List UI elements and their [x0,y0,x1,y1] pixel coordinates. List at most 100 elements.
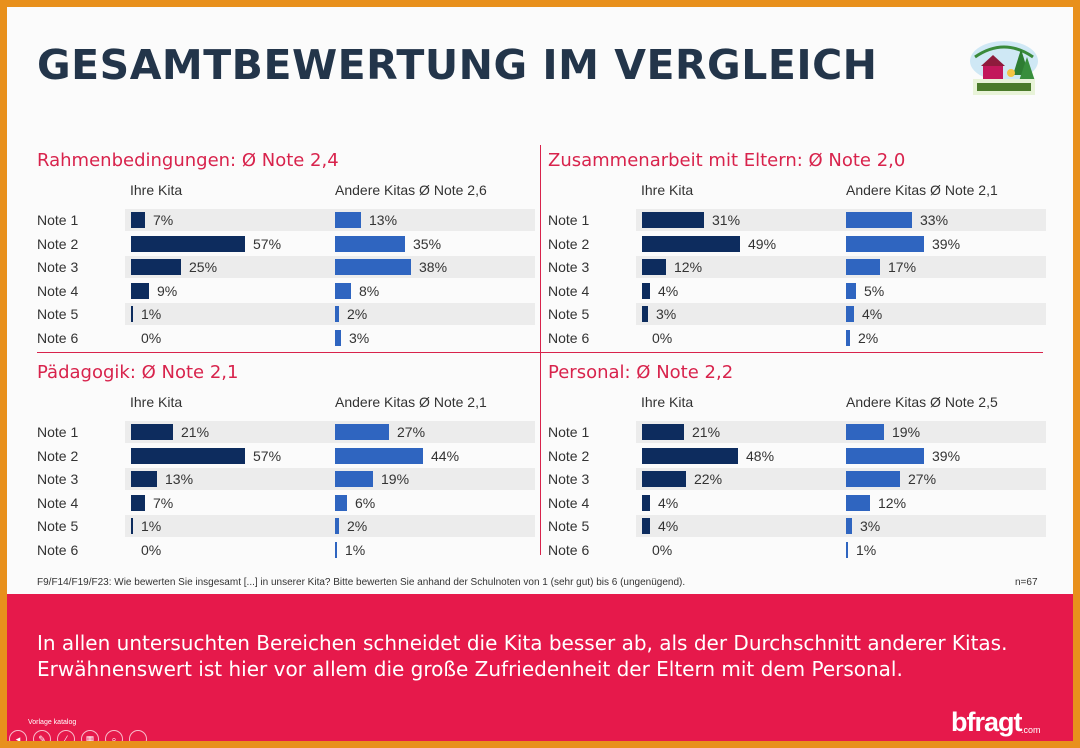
data-label: 1% [141,306,162,322]
category-label: Note 1 [548,424,590,440]
data-label: 48% [746,447,775,464]
panel-personal: Personal: Ø Note 2,2 Ihre Kita Andere Kita… [548,362,1048,574]
bar-andere-kitas [335,329,341,346]
row-stripe [125,468,535,490]
row-stripe [125,515,535,537]
data-label: 7% [153,494,174,511]
pointer-icon[interactable]: ⁄ [57,730,75,741]
category-label: Note 2 [37,235,79,252]
presenter-toolbar: ◂ ✎ ⁄ ▦ ⌕ … [9,730,147,741]
bar-andere-kitas [846,259,880,275]
series-header: Ihre Kita [641,394,694,410]
data-label: 9% [157,282,178,299]
series-header: Andere Kitas Ø Note 2,6 [335,182,487,198]
chart-row: Note 5 1% 2% [37,303,537,325]
bar-andere-kitas [846,329,850,346]
chart-row: Note 6 0% 3% [37,327,537,349]
bar-andere-kitas [846,447,924,464]
bar-ihre-kita [131,494,145,511]
row-stripe [636,515,1046,537]
row-stripe [125,256,535,278]
chart-row: Note 5 3% 4% [548,303,1048,325]
chart-row: Note 4 4% 5% [548,280,1048,302]
data-label: 27% [397,424,426,440]
bar-ihre-kita [131,471,157,487]
more-icon[interactable]: … [129,730,147,741]
slide: GESAMTBEWERTUNG IM VERGLEICH Rahmenbedin… [7,7,1073,741]
data-label: 1% [141,518,162,534]
chart-title: Pädagogik: Ø Note 2,1 [37,362,239,383]
category-label: Note 4 [548,282,590,299]
data-label: 13% [165,471,194,487]
category-label: Note 3 [548,471,590,487]
data-label: 44% [431,447,460,464]
bar-ihre-kita [131,424,173,440]
brand-logo: bfragt [951,707,1022,737]
bar-andere-kitas [335,518,339,534]
data-label: 0% [141,541,162,558]
chart-title: Personal: Ø Note 2,2 [548,362,734,383]
pen-icon[interactable]: ✎ [33,730,51,741]
data-label: 19% [381,471,410,487]
bar-andere-kitas [846,282,856,299]
row-stripe [125,209,535,231]
data-label: 49% [748,235,777,252]
data-label: 3% [860,518,881,534]
category-label: Note 5 [37,518,79,534]
zoom-icon[interactable]: ⌕ [105,730,123,741]
data-label: 1% [856,541,877,558]
page-title: GESAMTBEWERTUNG IM VERGLEICH [37,41,878,89]
bar-ihre-kita [642,518,650,534]
bar-ihre-kita [642,259,666,275]
data-label: 39% [932,235,961,252]
category-label: Note 3 [37,259,79,275]
data-label: 8% [359,282,380,299]
series-header: Andere Kitas Ø Note 2,1 [335,394,487,410]
divider-vertical [540,145,541,555]
row-stripe [125,303,535,325]
data-label: 21% [692,424,721,440]
bar-ihre-kita [131,447,245,464]
row-stripe [125,421,535,443]
data-label: 4% [658,494,679,511]
slides-icon[interactable]: ▦ [81,730,99,741]
data-label: 13% [369,212,398,228]
chart-row: Note 2 48% 39% [548,445,1048,467]
chart-row: Note 2 57% 44% [37,445,537,467]
bar-andere-kitas [846,471,900,487]
footnote: F9/F14/F19/F23: Wie bewerten Sie insgesa… [37,577,686,588]
category-label: Note 5 [548,306,590,322]
chart-row: Note 6 0% 1% [37,539,537,561]
series-header: Andere Kitas Ø Note 2,5 [846,394,998,410]
bar-andere-kitas [335,235,405,252]
row-stripe [636,209,1046,231]
data-label: 4% [658,518,679,534]
chart-title: Rahmenbedingungen: Ø Note 2,4 [37,150,339,171]
data-label: 4% [862,306,883,322]
data-label: 21% [181,424,210,440]
chart-row: Note 3 12% 17% [548,256,1048,278]
panel-rahmenbedingungen: Rahmenbedingungen: Ø Note 2,4 Ihre Kita An… [37,150,537,362]
divider-horizontal [37,352,1043,353]
bar-andere-kitas [335,282,351,299]
previous-icon[interactable]: ◂ [9,730,27,741]
data-label: 2% [347,518,368,534]
data-label: 0% [652,329,673,346]
bar-ihre-kita [131,306,133,322]
row-stripe [636,256,1046,278]
chart-row: Note 6 0% 2% [548,327,1048,349]
bar-andere-kitas [335,541,337,558]
bar-andere-kitas [335,471,373,487]
data-label: 31% [712,212,741,228]
conclusion-banner: In allen untersuchten Bereichen schneide… [7,594,1073,741]
data-label: 12% [674,259,703,275]
series-header: Ihre Kita [130,394,183,410]
category-label: Note 2 [548,235,590,252]
brand-logo-suffix: .com [1021,725,1041,735]
chart-row: Note 5 4% 3% [548,515,1048,537]
kita-logo [970,41,1038,95]
data-label: 2% [347,306,368,322]
chart-row: Note 4 7% 6% [37,492,537,514]
data-label: 0% [141,329,162,346]
category-label: Note 1 [37,424,79,440]
